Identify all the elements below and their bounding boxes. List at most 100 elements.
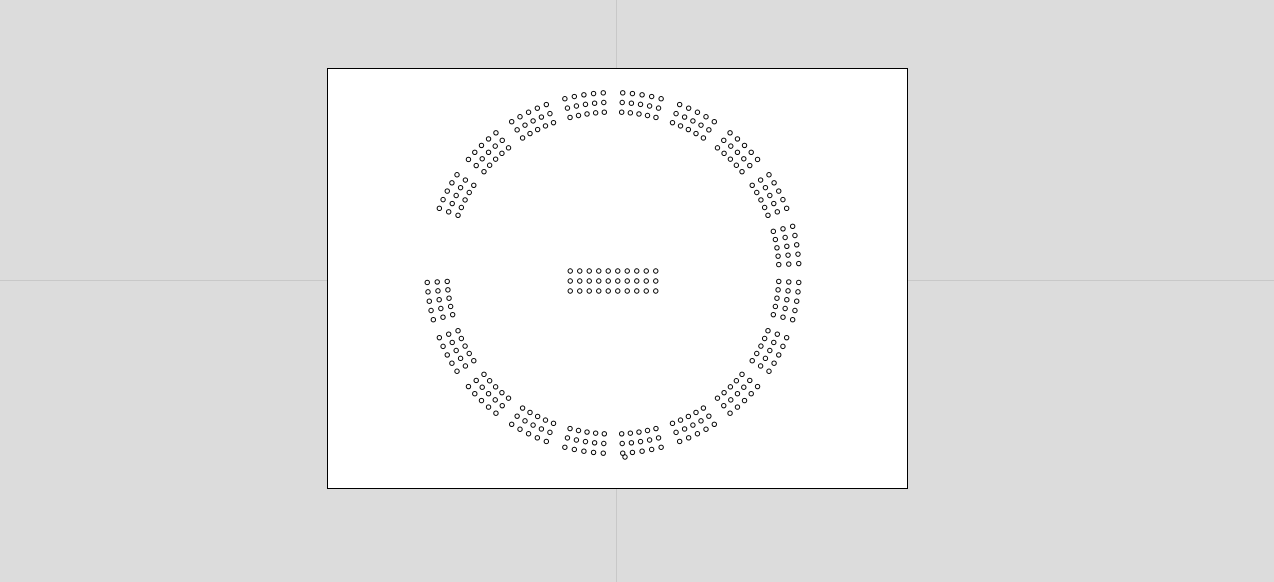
dot-marker (728, 131, 732, 135)
dot-marker (759, 198, 763, 202)
dot-marker (699, 419, 703, 423)
dot-marker (539, 427, 543, 431)
dot-marker (587, 269, 591, 273)
dot-marker (448, 304, 452, 308)
dot-marker (640, 449, 644, 453)
dot-marker (647, 104, 651, 108)
dot-marker (635, 289, 639, 293)
dot-marker (576, 428, 580, 432)
dot-marker (722, 390, 726, 394)
dot-marker (772, 181, 776, 185)
dot-marker (494, 411, 498, 415)
dot-marker (500, 403, 504, 407)
dot-marker (535, 436, 539, 440)
dot-marker (551, 120, 555, 124)
dot-marker (528, 410, 532, 414)
dot-marker (729, 144, 733, 148)
dot-marker (625, 269, 629, 273)
dot-marker (777, 189, 781, 193)
dot-marker (649, 94, 653, 98)
dot-marker (704, 427, 708, 431)
dot-marker (482, 169, 486, 173)
dot-marker (526, 432, 530, 436)
dot-marker (437, 298, 441, 302)
dot-marker (755, 190, 759, 194)
dot-marker (790, 318, 794, 322)
dot-marker (654, 279, 658, 283)
dot-marker (500, 138, 504, 142)
dot-marker (543, 124, 547, 128)
dot-marker (712, 422, 716, 426)
dot-marker (531, 423, 535, 427)
dot-marker (494, 131, 498, 135)
dot-marker (439, 306, 443, 310)
dot-marker (576, 113, 580, 117)
dot-marker (593, 431, 597, 435)
dot-marker (619, 432, 623, 436)
dot-marker (466, 384, 470, 388)
dot-marker (585, 112, 589, 116)
dot-marker (535, 414, 539, 418)
dot-marker (772, 361, 776, 365)
dot-marker (701, 406, 705, 410)
dot-marker (630, 450, 634, 454)
dot-marker (656, 436, 660, 440)
dot-marker (582, 449, 586, 453)
dot-marker (572, 447, 576, 451)
dot-marker (773, 237, 777, 241)
dot-marker (790, 224, 794, 228)
dot-marker (645, 113, 649, 117)
dot-marker (787, 280, 791, 284)
dot-marker (473, 392, 477, 396)
dot-marker (578, 289, 582, 293)
dot-marker (758, 364, 762, 368)
dot-marker (454, 348, 458, 352)
dot-marker (695, 432, 699, 436)
dot-marker (784, 206, 788, 210)
dot-marker (686, 436, 690, 440)
dot-marker (712, 119, 716, 123)
dot-marker (728, 385, 732, 389)
dot-marker (763, 356, 767, 360)
dot-marker (670, 120, 674, 124)
dot-marker (722, 403, 726, 407)
dot-marker (535, 106, 539, 110)
dot-marker (592, 441, 596, 445)
dot-marker (606, 289, 610, 293)
dot-marker (766, 329, 770, 333)
dot-marker (523, 123, 527, 127)
dot-marker (645, 428, 649, 432)
dot-marker (515, 128, 519, 132)
dot-marker (467, 351, 471, 355)
dot-marker (592, 101, 596, 105)
dot-marker (783, 235, 787, 239)
dot-marker (479, 398, 483, 402)
dot-marker (621, 91, 625, 95)
dot-marker (493, 157, 497, 161)
dot-marker (677, 102, 681, 106)
dot-marker (772, 201, 776, 205)
dot-marker (678, 418, 682, 422)
dot-marker (784, 335, 788, 339)
design-canvas[interactable] (0, 0, 1274, 582)
dot-marker (427, 299, 431, 303)
dot-marker (674, 430, 678, 434)
dot-marker (768, 348, 772, 352)
dot-marker (630, 91, 634, 95)
dot-marker (728, 411, 732, 415)
dot-marker (785, 298, 789, 302)
dot-marker (728, 157, 732, 161)
dot-marker (450, 312, 454, 316)
dot-marker (795, 299, 799, 303)
dot-marker (729, 398, 733, 402)
dot-marker (787, 262, 791, 266)
dot-marker (544, 102, 548, 106)
dot-marker (606, 279, 610, 283)
dot-marker (659, 97, 663, 101)
dot-marker (722, 151, 726, 155)
dot-marker (628, 111, 632, 115)
dot-marker (578, 279, 582, 283)
dot-marker (520, 136, 524, 140)
dot-marker (777, 353, 781, 357)
dot-diagram (0, 0, 1274, 582)
